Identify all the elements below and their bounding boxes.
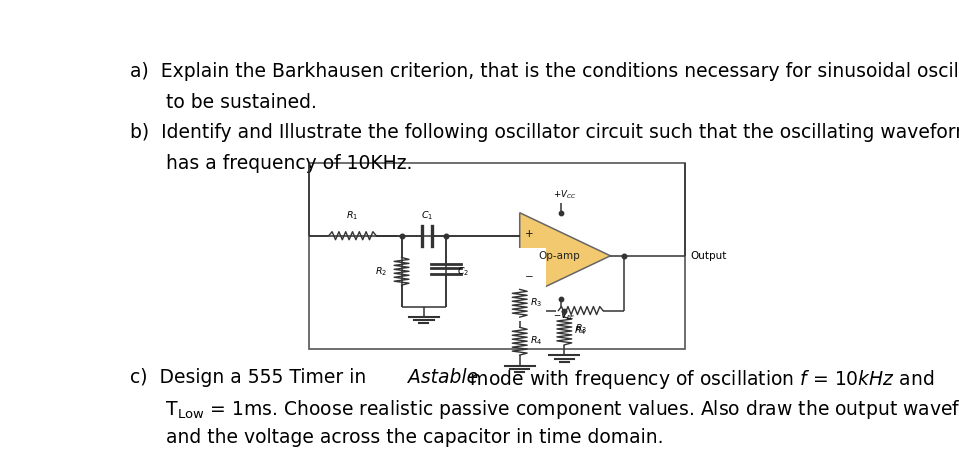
Text: +$V_{CC}$: +$V_{CC}$ [552,189,576,201]
Polygon shape [520,213,611,299]
Text: mode with frequency of oscillation $f$ = 10$kHz$ and: mode with frequency of oscillation $f$ =… [464,368,935,391]
Point [438,232,454,239]
Point [616,252,631,260]
Point [553,295,569,303]
Text: c)  Design a 555 Timer in: c) Design a 555 Timer in [129,368,372,387]
Text: $R_4$: $R_4$ [574,325,586,337]
Point [553,209,569,217]
Text: Astable: Astable [408,368,479,387]
Text: a)  Explain the Barkhausen criterion, that is the conditions necessary for sinus: a) Explain the Barkhausen criterion, tha… [129,63,959,82]
Text: Output: Output [690,251,727,261]
Text: $R_2$: $R_2$ [375,265,386,278]
Text: b)  Identify and Illustrate the following oscillator circuit such that the oscil: b) Identify and Illustrate the following… [129,123,959,142]
Point [556,307,572,314]
Text: $R_1$: $R_1$ [346,210,359,222]
Text: $R_3$: $R_3$ [530,297,543,310]
Text: and the voltage across the capacitor in time domain.: and the voltage across the capacitor in … [129,428,663,447]
Bar [310,163,685,349]
Text: T$_{\mathrm{Low}}$ = 1ms. Choose realistic passive component values. Also draw t: T$_{\mathrm{Low}}$ = 1ms. Choose realist… [129,398,959,421]
Text: −: − [525,272,534,282]
Text: $-V_{EE}$: $-V_{EE}$ [553,309,575,321]
Text: $C_1$: $C_1$ [421,210,433,222]
Point [394,232,409,239]
Text: $C_2$: $C_2$ [456,265,469,278]
Text: has a frequency of 10KHz.: has a frequency of 10KHz. [129,155,412,173]
Text: to be sustained.: to be sustained. [129,93,316,112]
Text: $R_4$: $R_4$ [530,335,543,347]
Text: $R_3$: $R_3$ [574,323,587,335]
Text: Op-amp: Op-amp [538,251,580,261]
Text: +: + [526,229,534,239]
Bar [508,248,546,321]
